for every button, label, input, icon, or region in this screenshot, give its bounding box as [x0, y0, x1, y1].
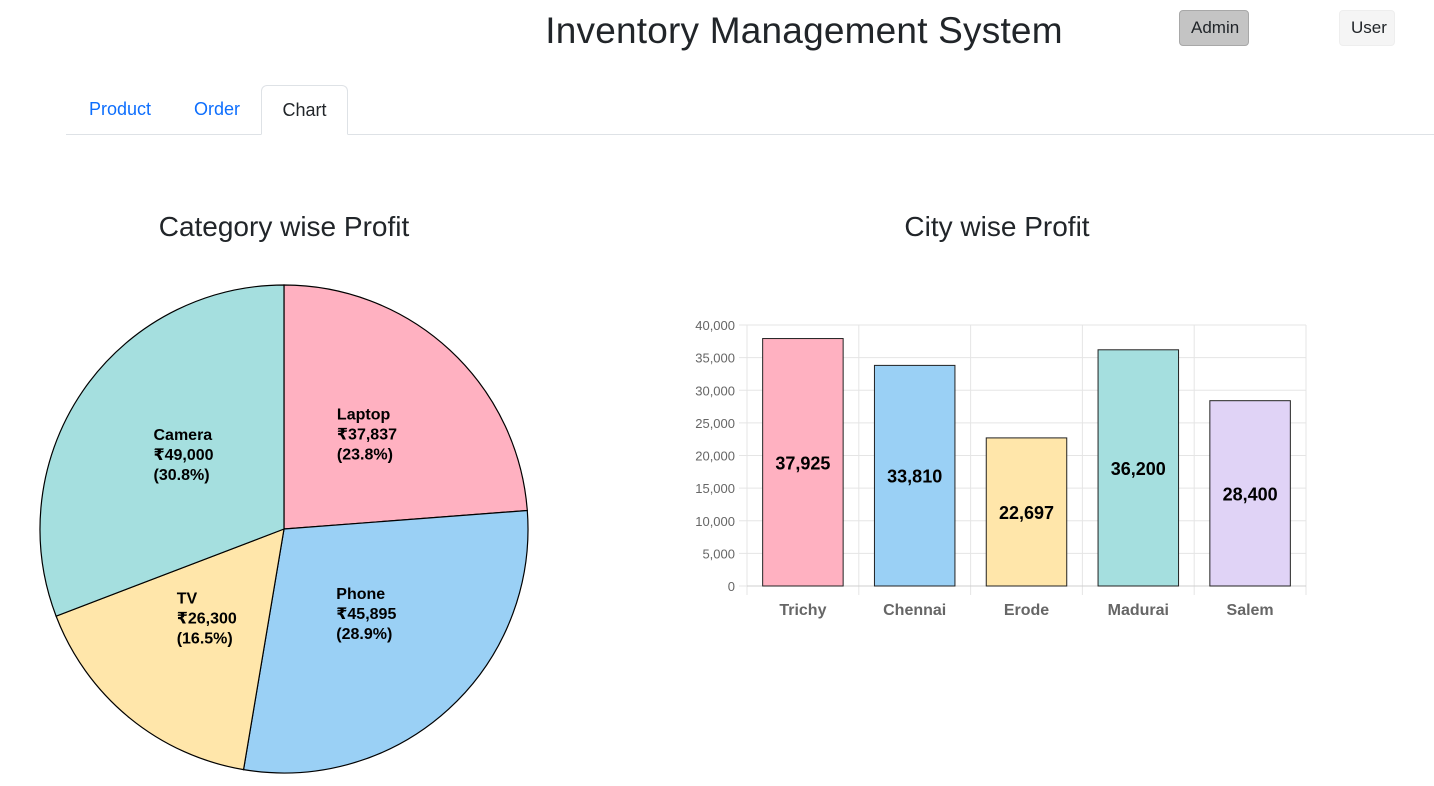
app-title: Inventory Management System [545, 10, 1063, 51]
y-tick-label: 20,000 [695, 449, 735, 464]
pie-label-camera: Camera [154, 427, 213, 444]
x-tick-label-trichy: Trichy [779, 602, 826, 619]
category-profit-pie-chart: Laptop ₹37,837 (23.8%) Phone ₹45,895 (28.9%) T… [39, 284, 529, 774]
pie-value-laptop: ₹37,837 [337, 427, 397, 444]
admin-button[interactable]: Admin [1179, 10, 1249, 46]
x-tick-label-madurai: Madurai [1108, 602, 1169, 619]
y-tick-label: 25,000 [695, 416, 735, 431]
pie-label-phone: Phone [336, 586, 385, 603]
y-tick-label: 40,000 [695, 318, 735, 333]
tab-order[interactable]: Order [193, 99, 240, 119]
y-tick-label: 0 [728, 579, 735, 594]
pie-value-phone: ₹45,895 [336, 606, 396, 623]
pie-label-tv: TV [177, 590, 198, 607]
x-tick-label-salem: Salem [1227, 602, 1274, 619]
y-tick-label: 35,000 [695, 351, 735, 366]
pie-chart-title: Category wise Profit [158, 211, 410, 242]
pie-percent-tv: (16.5%) [177, 630, 233, 647]
bar-erode [985, 437, 1068, 587]
pie-value-tv: ₹26,300 [177, 610, 237, 627]
bar-value-label-madurai: 36,200 [1111, 459, 1166, 479]
pie-value-camera: ₹49,000 [154, 447, 214, 464]
bar-madurai [1097, 349, 1180, 587]
y-tick-label: 10,000 [695, 514, 735, 529]
user-button[interactable]: User [1339, 10, 1395, 46]
bar-chennai [873, 364, 956, 587]
pie-slice-laptop [283, 284, 528, 530]
x-tick-label-erode: Erode [1004, 602, 1049, 619]
y-tick-label: 5,000 [702, 546, 735, 561]
pie-percent-camera: (30.8%) [154, 467, 210, 484]
bar-chart-title: City wise Profit [904, 211, 1090, 242]
city-profit-bar-chart: 0 5,000 10,000 15,000 20,000 25,000 30,000 35,0… [695, 318, 1307, 619]
pie-slice-phone [242, 509, 529, 774]
bar-value-label-chennai: 33,810 [887, 467, 942, 487]
tab-chart[interactable]: Chart [261, 85, 348, 135]
bar-value-label-salem: 28,400 [1223, 484, 1278, 504]
pie-slice-camera [39, 284, 285, 617]
bar-value-label-erode: 22,697 [999, 503, 1054, 523]
pie-slice-tv [55, 528, 285, 771]
x-tick-label-chennai: Chennai [883, 602, 946, 619]
pie-label-laptop: Laptop [337, 407, 391, 424]
y-tick-label: 30,000 [695, 383, 735, 398]
bar-value-label-trichy: 37,925 [775, 453, 830, 473]
pie-percent-phone: (28.9%) [336, 626, 392, 643]
y-tick-label: 15,000 [695, 481, 735, 496]
pie-percent-laptop: (23.8%) [337, 447, 393, 464]
bar-trichy [762, 338, 844, 587]
tab-bar: Product Order Chart [66, 85, 1434, 135]
bar-salem [1209, 400, 1291, 587]
tab-product[interactable]: Product [88, 99, 152, 119]
